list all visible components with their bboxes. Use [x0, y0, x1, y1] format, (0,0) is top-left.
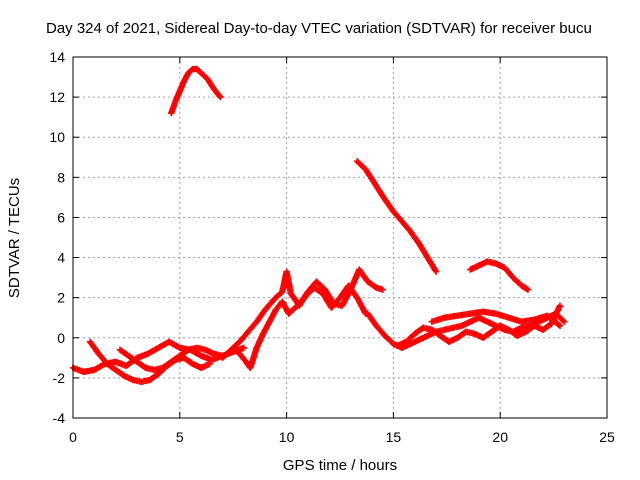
y-tick-label: 12: [49, 89, 65, 105]
series-segment-10: [353, 158, 440, 275]
data-point: [240, 344, 248, 352]
plot-frame: [72, 56, 608, 419]
data-point: [206, 360, 213, 368]
data-point-trace: [555, 321, 562, 328]
chart-title: Day 324 of 2021, Sidereal Day-to-day VTE…: [46, 20, 592, 37]
x-axis-label: GPS time / hours: [283, 457, 397, 474]
y-tick-label: 14: [49, 49, 65, 65]
tick-labels: 0 5 10 15 20 25 -4 -2 0 2 4 6 8 10 12 14: [49, 49, 615, 445]
data-point: [217, 93, 224, 101]
series-segment-11: [467, 258, 532, 293]
data-point-trace: [523, 285, 530, 293]
data-point: [556, 302, 564, 309]
data-point: [432, 268, 440, 275]
series-segment-9: [168, 65, 224, 117]
data-point: [524, 286, 532, 293]
axes: [72, 56, 608, 419]
y-tick-label: 6: [57, 209, 65, 225]
series-segment-5: [230, 282, 369, 372]
y-tick-label: 8: [57, 169, 65, 185]
y-tick-label: -4: [53, 410, 66, 426]
gridlines: [73, 57, 607, 418]
x-tick-label: 0: [69, 429, 77, 445]
data-point: [379, 286, 386, 293]
data-point: [556, 322, 564, 329]
x-tick-label: 5: [176, 429, 184, 445]
y-tick-label: 0: [57, 330, 65, 346]
data-points: [69, 65, 568, 386]
data-point-trace: [559, 317, 567, 324]
series-segment-8: [428, 308, 564, 329]
x-tick-label: 20: [492, 429, 508, 445]
y-tick-label: 2: [57, 290, 65, 306]
x-tick-label: 15: [386, 429, 402, 445]
series-segment-4: [219, 266, 386, 362]
y-tick-label: -2: [53, 370, 66, 386]
x-tick-label: 25: [599, 429, 615, 445]
data-point: [561, 318, 568, 325]
y-tick-label: 10: [49, 129, 65, 145]
y-axis-label: SDTVAR / TECUs: [6, 178, 23, 298]
y-tick-label: 4: [57, 250, 65, 266]
x-tick-label: 10: [279, 429, 295, 445]
series-segment-3: [116, 344, 226, 374]
